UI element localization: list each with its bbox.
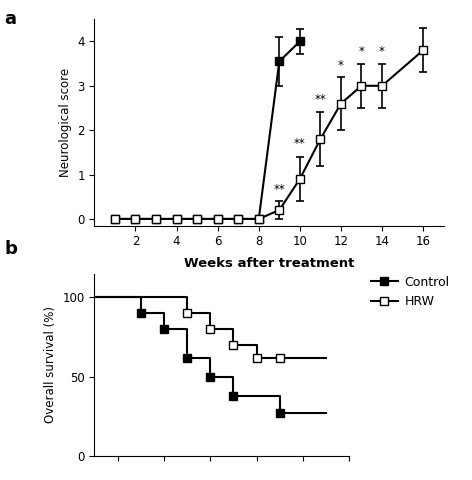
Text: a: a	[5, 10, 17, 28]
Text: **: **	[273, 183, 285, 196]
Text: b: b	[5, 240, 17, 258]
Text: *: *	[338, 60, 344, 72]
Text: *: *	[359, 45, 364, 58]
Y-axis label: Neurological score: Neurological score	[59, 68, 72, 177]
Text: *: *	[379, 45, 385, 58]
Text: **: **	[294, 137, 306, 150]
X-axis label: Weeks after treatment: Weeks after treatment	[184, 257, 354, 270]
Text: **: **	[314, 93, 326, 106]
Y-axis label: Overall survival (%): Overall survival (%)	[44, 306, 57, 423]
Legend: Control, HRW: Control, HRW	[366, 271, 455, 313]
